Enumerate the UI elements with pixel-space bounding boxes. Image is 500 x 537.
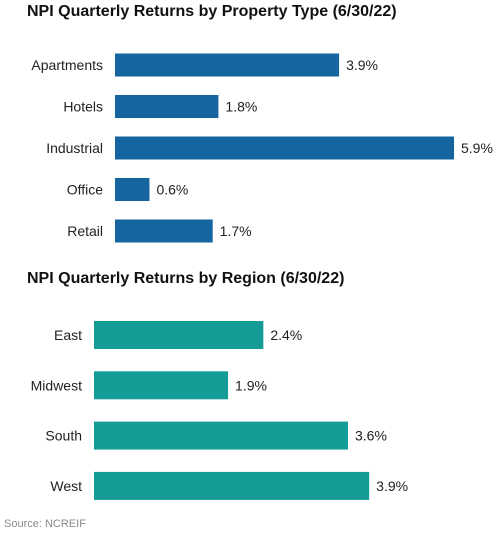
region-bar-midwest	[94, 371, 229, 400]
property-type-bar-chart: Apartments 3.9% Hotels 1.8% Industrial 5.9% Of…	[31, 53, 493, 243]
property-type-category-label-industrial: Industrial	[46, 140, 103, 156]
property-type-category-label-hotels: Hotels	[63, 99, 103, 115]
region-bar-east	[94, 321, 264, 349]
property-type-category-label-retail: Retail	[67, 223, 103, 239]
region-bar-west	[94, 471, 370, 500]
region-category-label-south: South	[45, 428, 82, 444]
property-type-value-label-office: 0.6%	[156, 182, 188, 198]
region-value-label-midwest: 1.9%	[235, 377, 267, 393]
property-type-chart-title: NPI Quarterly Returns by Property Type (…	[27, 3, 397, 20]
property-type-value-label-industrial: 5.9%	[461, 140, 493, 156]
region-category-label-west: West	[50, 478, 82, 494]
region-value-label-east: 2.4%	[270, 327, 302, 343]
region-category-label-east: East	[54, 327, 82, 343]
property-type-category-label-apartments: Apartments	[31, 57, 103, 73]
region-chart-title: NPI Quarterly Returns by Region (6/30/22…	[27, 270, 345, 287]
region-value-label-south: 3.6%	[355, 428, 387, 444]
property-type-bar-apartments	[115, 53, 340, 77]
property-type-category-label-office: Office	[67, 182, 104, 198]
property-type-bar-retail	[115, 219, 213, 243]
region-value-label-west: 3.9%	[376, 478, 408, 494]
source-note: Source: NCREIF	[4, 518, 86, 530]
property-type-value-label-hotels: 1.8%	[225, 99, 257, 115]
property-type-bar-hotels	[115, 95, 219, 118]
region-category-label-midwest: Midwest	[31, 377, 82, 393]
region-bar-south	[94, 421, 348, 450]
property-type-bar-office	[115, 178, 150, 201]
property-type-value-label-retail: 1.7%	[220, 223, 252, 239]
property-type-value-label-apartments: 3.9%	[346, 57, 378, 73]
property-type-bar-industrial	[115, 136, 454, 160]
